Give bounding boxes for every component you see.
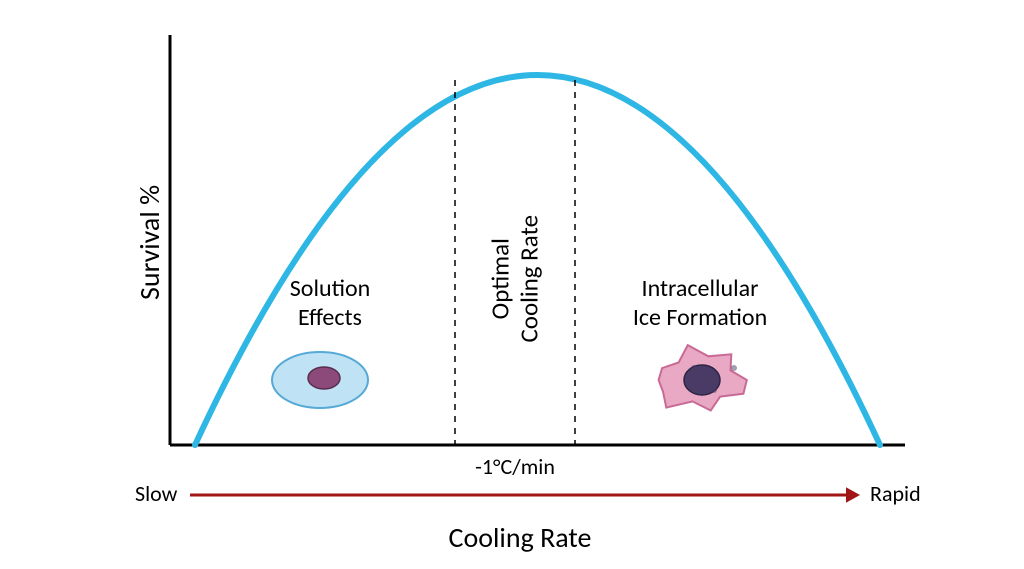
- arrow-right-label: Rapid: [870, 480, 921, 507]
- cooling-rate-arrow-head: [846, 487, 860, 502]
- y-axis-label: Survival %: [132, 185, 167, 300]
- x-axis-label: Cooling Rate: [430, 520, 610, 555]
- right-region-label: Intracellular Ice Formation: [610, 275, 790, 333]
- arrow-left-label: Slow: [135, 480, 177, 507]
- cell-illustration-left: [272, 352, 368, 408]
- left-region-label: Solution Effects: [260, 275, 400, 333]
- center-tick-label: -1°C/min: [460, 453, 570, 480]
- center-region-label: Optimal Cooling Rate: [486, 184, 544, 374]
- cell-illustration-right: [659, 345, 747, 410]
- diagram-stage: Survival % Cooling Rate Solution Effects…: [0, 0, 1024, 569]
